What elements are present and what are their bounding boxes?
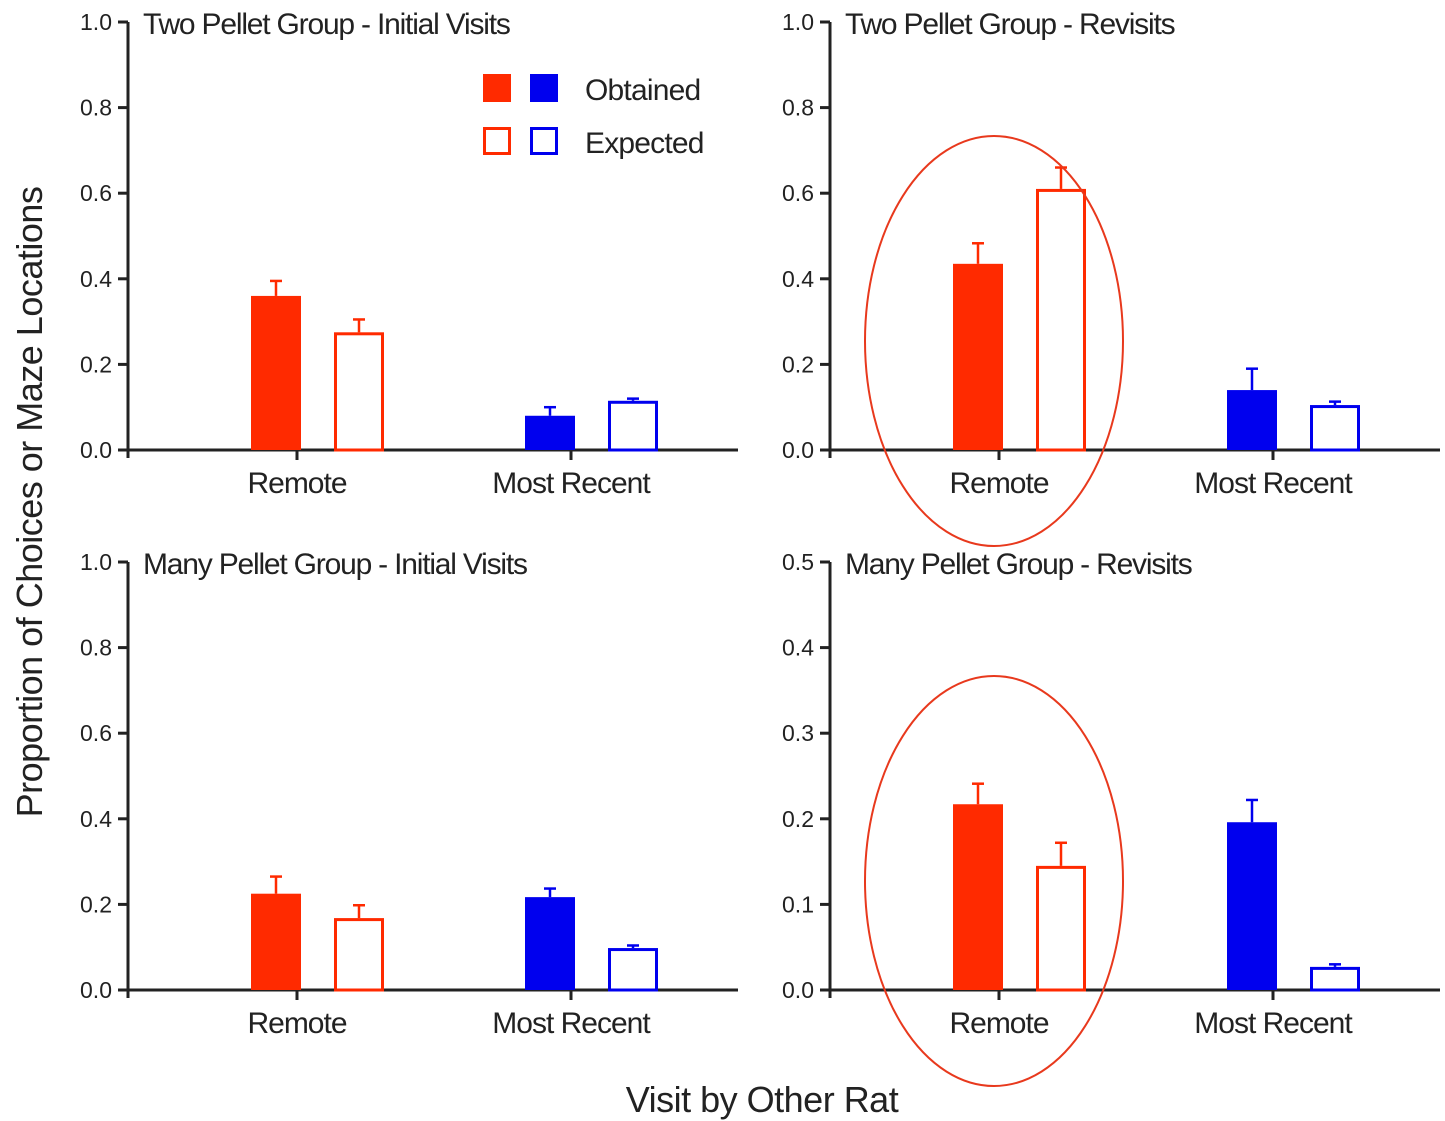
y-tick-label: 0.6 xyxy=(80,720,112,746)
x-category-label: Most Recent xyxy=(492,1007,651,1040)
y-tick-label: 0.1 xyxy=(782,891,814,917)
y-tick-label: 1.0 xyxy=(782,9,814,35)
legend-obtained-remote-swatch xyxy=(483,74,511,102)
y-tick-label: 0.6 xyxy=(80,180,112,206)
panel-title: Many Pellet Group - Initial Visits xyxy=(143,548,527,581)
chart-panels: 0.0 0.2 0.4 0.6 0.8 1.0 Remote Most Recent Two P… xyxy=(80,8,1440,1087)
y-tick-label: 0.8 xyxy=(782,95,814,121)
y-tick-label: 0.2 xyxy=(80,351,112,377)
x-axis-title: Visit by Other Rat xyxy=(626,1079,899,1120)
y-tick-label: 0.6 xyxy=(782,180,814,206)
most-recent-obtained-bar xyxy=(1227,822,1277,990)
x-category-label: Most Recent xyxy=(492,467,651,500)
most-recent-obtained-bar xyxy=(525,415,575,450)
legend: Obtained Expected xyxy=(483,74,704,160)
panel-title: Many Pellet Group - Revisits xyxy=(845,548,1192,581)
y-tick-label: 0.2 xyxy=(80,891,112,917)
remote-expected-bar xyxy=(1036,188,1086,452)
most-recent-expected-bar xyxy=(608,400,658,452)
most-recent-expected-bar xyxy=(1310,966,1360,992)
legend-expected-label: Expected xyxy=(585,127,704,160)
most-recent-expected-bar xyxy=(608,948,658,992)
y-tick-label: 0.2 xyxy=(782,806,814,832)
x-category-label: Remote xyxy=(247,1007,346,1040)
x-category-label: Most Recent xyxy=(1194,1007,1353,1040)
panel-title: Two Pellet Group - Initial Visits xyxy=(143,8,510,41)
remote-obtained-bar xyxy=(251,893,301,990)
x-category-label: Most Recent xyxy=(1194,467,1353,500)
x-category-label: Remote xyxy=(949,1007,1048,1040)
y-tick-label: 0.4 xyxy=(782,635,814,661)
remote-highlight-ellipse xyxy=(864,135,1124,547)
legend-obtained-recent-swatch xyxy=(530,74,558,102)
remote-expected-bar xyxy=(334,332,384,452)
y-tick-label: 0.0 xyxy=(80,437,112,463)
x-category-label: Remote xyxy=(949,467,1048,500)
y-tick-label: 0.8 xyxy=(80,635,112,661)
y-tick-label: 0.8 xyxy=(80,95,112,121)
remote-obtained-bar xyxy=(251,295,301,450)
y-tick-label: 1.0 xyxy=(80,549,112,575)
chart-panel: 0.0 0.2 0.4 0.6 0.8 1.0 Remote Most Recent Two P… xyxy=(80,8,738,500)
x-category-label: Remote xyxy=(247,467,346,500)
y-axis-title: Proportion of Choices or Maze Locations xyxy=(9,187,50,818)
remote-expected-bar xyxy=(334,918,384,992)
y-tick-label: 1.0 xyxy=(80,9,112,35)
y-tick-label: 0.0 xyxy=(782,437,814,463)
chart-panel: 0.0 0.2 0.4 0.6 0.8 1.0 Remote Most Recent Many … xyxy=(80,548,738,1040)
chart-panel: 0.0 0.2 0.4 0.6 0.8 1.0 Remote Most Recent Two P… xyxy=(782,8,1440,547)
remote-obtained-bar xyxy=(953,263,1003,450)
y-tick-label: 0.4 xyxy=(80,266,112,292)
y-tick-label: 0.4 xyxy=(80,806,112,832)
legend-obtained-label: Obtained xyxy=(585,74,700,107)
y-tick-label: 0.0 xyxy=(80,977,112,1003)
most-recent-obtained-bar xyxy=(525,897,575,990)
chart-panel: 0.0 0.1 0.2 0.3 0.4 0.5 Remote Most Recent Many … xyxy=(782,548,1440,1087)
y-tick-label: 0.2 xyxy=(782,351,814,377)
y-tick-label: 0.4 xyxy=(782,266,814,292)
remote-highlight-ellipse xyxy=(864,675,1124,1087)
y-tick-label: 0.0 xyxy=(782,977,814,1003)
most-recent-obtained-bar xyxy=(1227,390,1277,450)
y-tick-label: 0.3 xyxy=(782,720,814,746)
legend-expected-recent-swatch xyxy=(530,127,558,155)
panel-title: Two Pellet Group - Revisits xyxy=(845,8,1175,41)
y-tick-label: 0.5 xyxy=(782,549,814,575)
remote-expected-bar xyxy=(1036,865,1086,992)
remote-obtained-bar xyxy=(953,804,1003,990)
legend-expected-remote-swatch xyxy=(483,127,511,155)
most-recent-expected-bar xyxy=(1310,405,1360,452)
